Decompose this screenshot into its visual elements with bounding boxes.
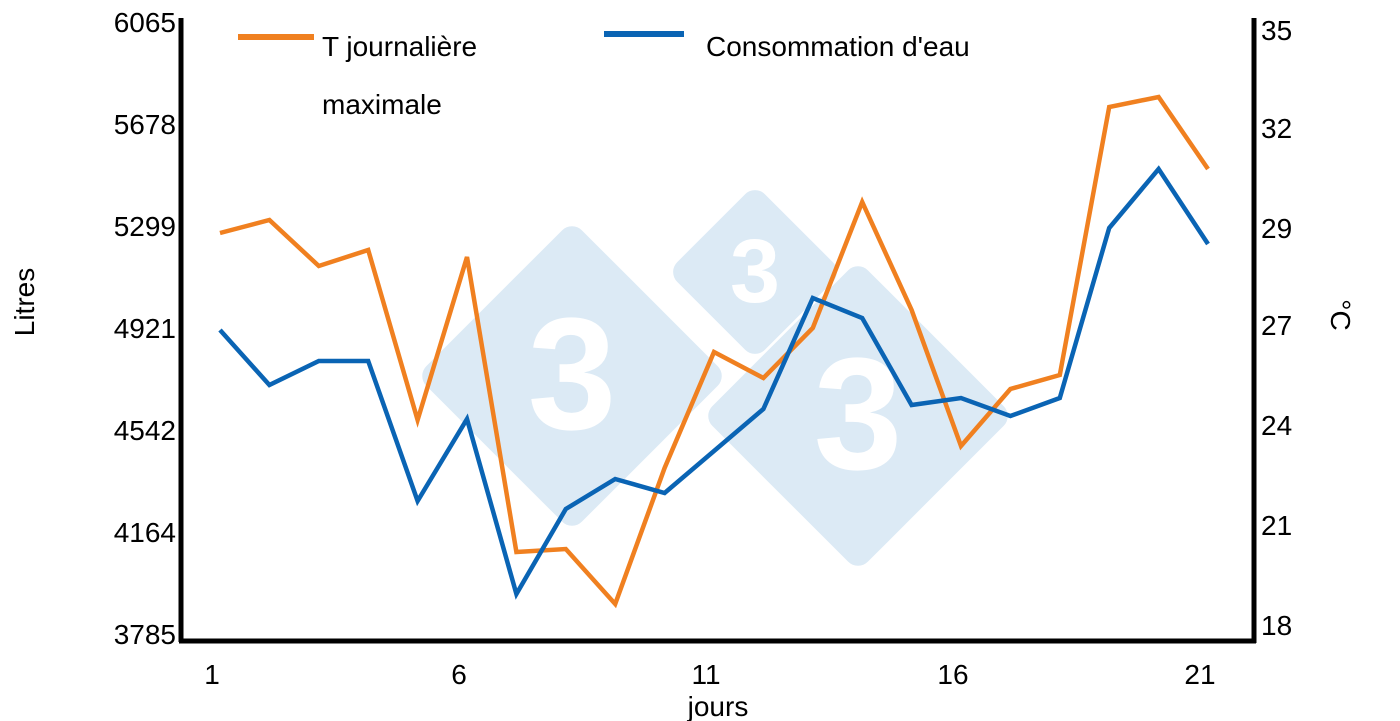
- y-left-tick-label: 6065: [114, 7, 176, 38]
- x-tick-label: 11: [691, 659, 720, 690]
- y-axis-right-ticks: 35 32 29 27 24 21 18: [1261, 15, 1292, 641]
- watermark-diamond: [422, 226, 722, 526]
- y-right-tick-label: 18: [1261, 610, 1292, 641]
- y-right-tick-label: 35: [1261, 15, 1292, 46]
- legend-label-water: Consommation d'eau: [706, 31, 970, 62]
- watermark-glyph: 3: [814, 325, 903, 503]
- y-right-tick-label: 21: [1261, 510, 1292, 541]
- y-right-tick-label: 27: [1261, 310, 1292, 341]
- x-tick-label: 21: [1184, 659, 1215, 690]
- y-axis-left-ticks: 6065 5678 5299 4921 4542 4164 3785: [114, 7, 176, 650]
- x-axis-title: jours: [687, 691, 749, 721]
- y-left-tick-label: 4164: [114, 517, 176, 548]
- y-axis-right-title: °C: [1325, 299, 1356, 330]
- legend-label-temperature-line2: maximale: [322, 89, 442, 120]
- watermark-diamond: [673, 190, 837, 354]
- series-water-line: [218, 165, 1210, 600]
- y-left-tick-label: 5299: [114, 211, 176, 242]
- watermark-diamond: [708, 266, 1008, 566]
- y-right-tick-label: 32: [1261, 113, 1292, 144]
- y-left-tick-label: 4542: [114, 415, 176, 446]
- y-left-tick-label: 3785: [114, 619, 176, 650]
- y-axis-left-title: Litres: [9, 268, 40, 336]
- x-tick-label: 1: [204, 659, 220, 690]
- x-tick-label: 6: [451, 659, 467, 690]
- watermark-glyph: 3: [528, 285, 617, 463]
- x-axis-ticks: 1 6 11 16 21: [204, 659, 1215, 690]
- legend-label-temperature-line1: T journalière: [322, 31, 477, 62]
- y-left-tick-label: 5678: [114, 109, 176, 140]
- legend: T journalière maximale Consommation d'ea…: [238, 31, 970, 120]
- y-left-tick-label: 4921: [114, 313, 176, 344]
- y-right-tick-label: 24: [1261, 410, 1292, 441]
- x-tick-label: 16: [937, 659, 968, 690]
- watermark-logo: 333: [422, 190, 1008, 566]
- series-temperature-line: [219, 94, 1210, 609]
- y-right-tick-label: 29: [1261, 213, 1292, 244]
- watermark-glyph: 3: [730, 222, 780, 322]
